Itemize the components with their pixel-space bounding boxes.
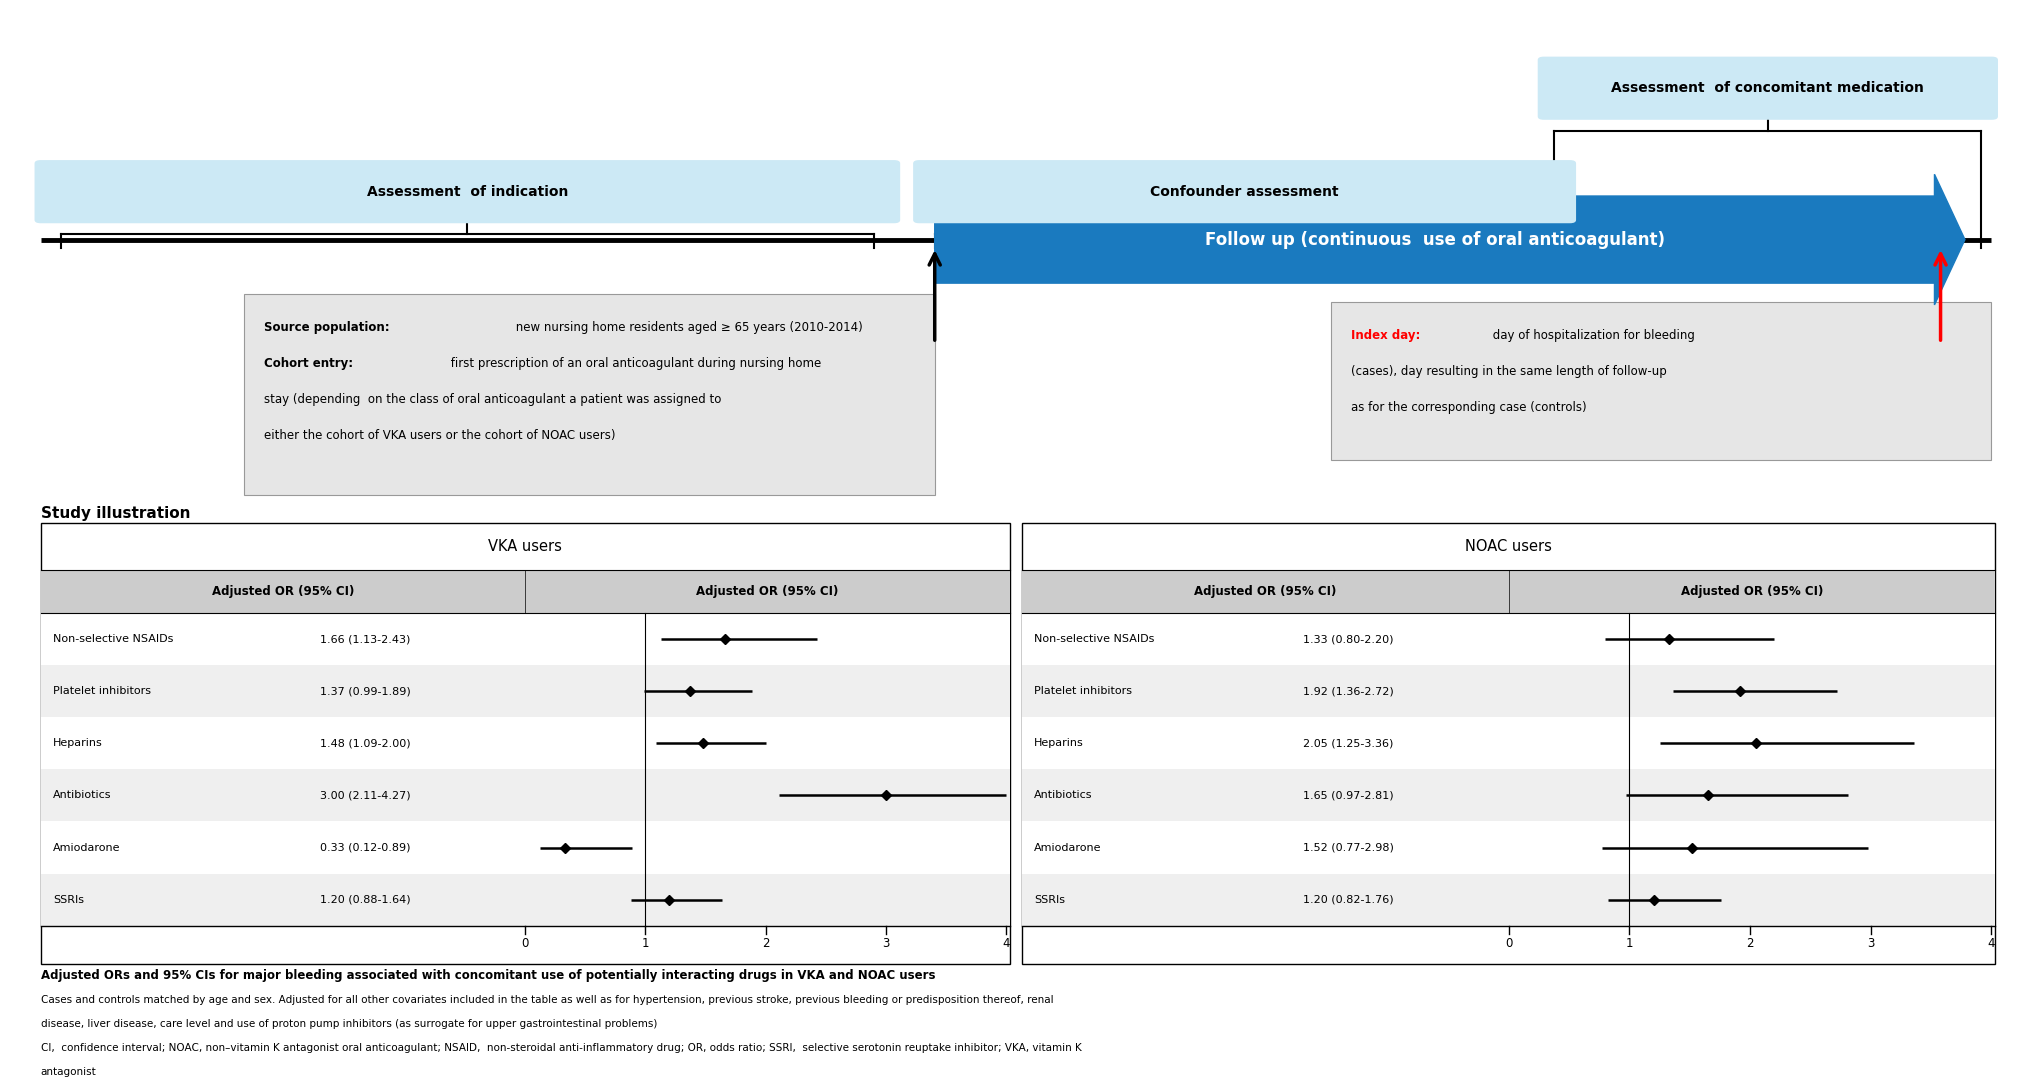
Text: either the cohort of VKA users or the cohort of NOAC users): either the cohort of VKA users or the co…	[264, 429, 616, 442]
Text: SSRIs: SSRIs	[1034, 894, 1065, 905]
Text: 1: 1	[1626, 937, 1634, 950]
Text: Cases and controls matched by age and sex. Adjusted for all other covariates inc: Cases and controls matched by age and se…	[41, 995, 1053, 1005]
Text: SSRIs: SSRIs	[53, 894, 83, 905]
Text: CI,  confidence interval; NOAC, non–vitamin K antagonist oral anticoagulant; NSA: CI, confidence interval; NOAC, non–vitam…	[41, 1043, 1081, 1053]
Text: Amiodarone: Amiodarone	[1034, 843, 1101, 853]
Text: 1.92 (1.36-2.72): 1.92 (1.36-2.72)	[1303, 686, 1394, 696]
Text: 0.33 (0.12-0.89): 0.33 (0.12-0.89)	[321, 843, 410, 853]
Text: 1.48 (1.09-2.00): 1.48 (1.09-2.00)	[321, 738, 410, 748]
Text: Non-selective NSAIDs: Non-selective NSAIDs	[1034, 634, 1154, 645]
Text: Adjusted OR (95% CI): Adjusted OR (95% CI)	[211, 585, 354, 598]
Text: day of hospitalization for bleeding: day of hospitalization for bleeding	[1489, 329, 1695, 342]
Polygon shape	[935, 174, 1965, 305]
Bar	[1022, 665, 1995, 718]
Text: 1.65 (0.97-2.81): 1.65 (0.97-2.81)	[1303, 791, 1394, 800]
Text: Adjusted OR (95% CI): Adjusted OR (95% CI)	[697, 585, 839, 598]
Bar	[1022, 570, 1995, 613]
Text: 1.66 (1.13-2.43): 1.66 (1.13-2.43)	[321, 634, 410, 645]
Text: 2: 2	[762, 937, 770, 950]
Text: 3: 3	[882, 937, 890, 950]
Text: Platelet inhibitors: Platelet inhibitors	[1034, 686, 1132, 696]
Text: Non-selective NSAIDs: Non-selective NSAIDs	[53, 634, 173, 645]
Bar	[41, 613, 1010, 665]
Text: 1.52 (0.77-2.98): 1.52 (0.77-2.98)	[1303, 843, 1394, 853]
Text: Adjusted ORs and 95% CIs for major bleeding associated with concomitant use of p: Adjusted ORs and 95% CIs for major bleed…	[41, 969, 935, 982]
FancyBboxPatch shape	[35, 160, 900, 223]
FancyBboxPatch shape	[912, 160, 1577, 223]
Bar	[1022, 718, 1995, 769]
Text: Platelet inhibitors: Platelet inhibitors	[53, 686, 150, 696]
Text: Antibiotics: Antibiotics	[53, 791, 112, 800]
Bar	[41, 821, 1010, 873]
Text: Source population:: Source population:	[264, 321, 390, 334]
Text: 1.33 (0.80-2.20): 1.33 (0.80-2.20)	[1303, 634, 1394, 645]
Bar	[1022, 613, 1995, 665]
Text: Assessment  of concomitant medication: Assessment of concomitant medication	[1611, 82, 1924, 95]
Text: Adjusted OR (95% CI): Adjusted OR (95% CI)	[1195, 585, 1337, 598]
Text: 1: 1	[642, 937, 648, 950]
Text: Amiodarone: Amiodarone	[53, 843, 120, 853]
Text: disease, liver disease, care level and use of proton pump inhibitors (as surroga: disease, liver disease, care level and u…	[41, 1019, 656, 1029]
Bar	[41, 769, 1010, 821]
Text: Index day:: Index day:	[1351, 329, 1420, 342]
Bar	[41, 570, 1010, 613]
FancyBboxPatch shape	[1538, 57, 1997, 120]
Bar	[41, 873, 1010, 926]
Bar	[41, 665, 1010, 718]
Text: Heparins: Heparins	[1034, 738, 1083, 748]
Text: 1.37 (0.99-1.89): 1.37 (0.99-1.89)	[321, 686, 410, 696]
Text: 1.20 (0.88-1.64): 1.20 (0.88-1.64)	[321, 894, 410, 905]
Text: 3.00 (2.11-4.27): 3.00 (2.11-4.27)	[321, 791, 410, 800]
Text: Adjusted OR (95% CI): Adjusted OR (95% CI)	[1680, 585, 1823, 598]
Text: antagonist: antagonist	[41, 1067, 96, 1077]
Text: stay (depending  on the class of oral anticoagulant a patient was assigned to: stay (depending on the class of oral ant…	[264, 393, 721, 406]
Text: Antibiotics: Antibiotics	[1034, 791, 1093, 800]
Text: Study illustration: Study illustration	[41, 506, 191, 522]
Text: (cases), day resulting in the same length of follow-up: (cases), day resulting in the same lengt…	[1351, 365, 1666, 378]
Text: as for the corresponding case (controls): as for the corresponding case (controls)	[1351, 401, 1587, 414]
FancyBboxPatch shape	[1331, 302, 1991, 460]
Text: Assessment  of indication: Assessment of indication	[366, 185, 569, 198]
Bar	[41, 718, 1010, 769]
Text: 2: 2	[1745, 937, 1754, 950]
Bar	[1022, 821, 1995, 873]
Text: 0: 0	[522, 937, 528, 950]
Text: Confounder assessment: Confounder assessment	[1150, 185, 1339, 198]
Text: NOAC users: NOAC users	[1465, 539, 1552, 553]
Bar	[1022, 769, 1995, 821]
FancyBboxPatch shape	[244, 294, 935, 495]
Text: Cohort entry:: Cohort entry:	[264, 357, 354, 370]
Text: 3: 3	[1867, 937, 1874, 950]
Text: Heparins: Heparins	[53, 738, 102, 748]
Text: 1.20 (0.82-1.76): 1.20 (0.82-1.76)	[1303, 894, 1394, 905]
Text: VKA users: VKA users	[488, 539, 563, 553]
Text: 4: 4	[1002, 937, 1010, 950]
Bar	[1022, 873, 1995, 926]
Bar	[1022, 523, 1995, 964]
Text: new nursing home residents aged ≥ 65 years (2010-2014): new nursing home residents aged ≥ 65 yea…	[512, 321, 864, 334]
Text: first prescription of an oral anticoagulant during nursing home: first prescription of an oral anticoagul…	[447, 357, 821, 370]
Bar	[41, 523, 1010, 964]
Text: 2.05 (1.25-3.36): 2.05 (1.25-3.36)	[1303, 738, 1394, 748]
Text: 4: 4	[1987, 937, 1995, 950]
Text: 0: 0	[1506, 937, 1512, 950]
Text: Follow up (continuous  use of oral anticoagulant): Follow up (continuous use of oral antico…	[1205, 231, 1664, 248]
